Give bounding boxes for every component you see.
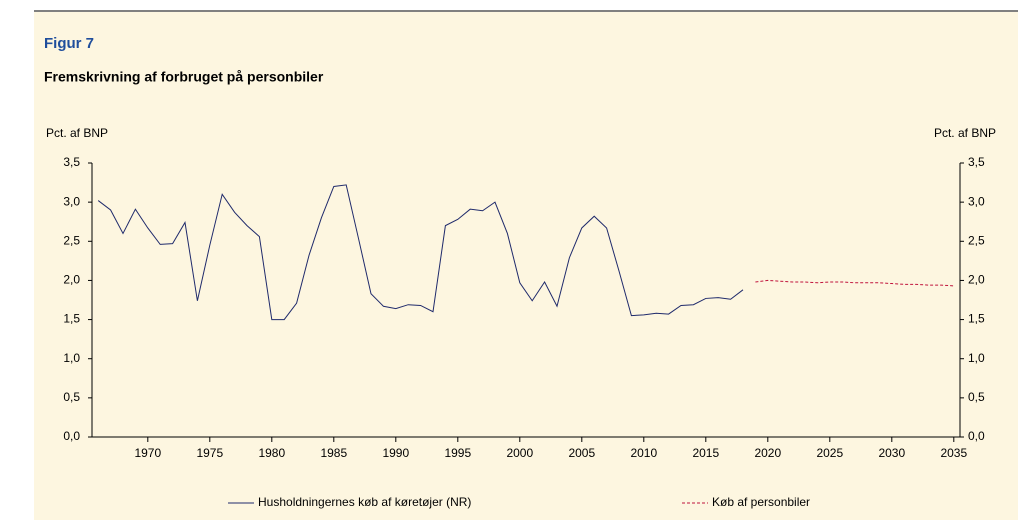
x-tick-label: 1970 <box>134 446 161 460</box>
legend-label: Køb af personbiler <box>712 495 810 509</box>
x-tick-label: 1990 <box>382 446 409 460</box>
x-tick-label: 2000 <box>506 446 533 460</box>
x-tick-label: 2015 <box>692 446 719 460</box>
y2-axis-label: Pct. af BNP <box>934 126 996 140</box>
x-tick-label: 1995 <box>444 446 471 460</box>
x-tick-label: 2035 <box>940 446 967 460</box>
y-axis-label: Pct. af BNP <box>46 126 108 140</box>
x-tick-label: 2020 <box>754 446 781 460</box>
y2-tick-label: 0,5 <box>968 390 985 404</box>
y-tick-label: 1,5 <box>63 312 80 326</box>
y-tick-label: 0,5 <box>63 390 80 404</box>
series-line <box>755 279 954 287</box>
y-tick-label: 0,0 <box>63 429 80 443</box>
y-tick-label: 3,0 <box>63 194 80 208</box>
y2-tick-label: 2,5 <box>968 233 985 247</box>
y-tick-label: 2,0 <box>63 273 80 287</box>
x-tick-label: 1980 <box>258 446 285 460</box>
x-tick-label: 2005 <box>568 446 595 460</box>
chart-title: Fremskrivning af forbruget på personbile… <box>44 69 324 85</box>
y2-tick-label: 1,0 <box>968 351 985 365</box>
figure-label: Figur 7 <box>44 35 94 52</box>
series-line <box>97 184 744 321</box>
x-tick-label: 2025 <box>816 446 843 460</box>
y2-tick-label: 0,0 <box>968 429 985 443</box>
y-tick-label: 2,5 <box>63 233 80 247</box>
x-tick-label: 2010 <box>630 446 657 460</box>
x-tick-label: 2030 <box>878 446 905 460</box>
x-tick-label: 1975 <box>196 446 223 460</box>
panel-bg <box>34 12 1018 520</box>
y-tick-label: 3,5 <box>63 155 80 169</box>
y-tick-label: 1,0 <box>63 351 80 365</box>
y2-tick-label: 2,0 <box>968 273 985 287</box>
y2-tick-label: 3,0 <box>968 194 985 208</box>
legend-label: Husholdningernes køb af køretøjer (NR) <box>258 495 471 509</box>
y2-tick-label: 1,5 <box>968 312 985 326</box>
x-tick-label: 1985 <box>320 446 347 460</box>
y2-tick-label: 3,5 <box>968 155 985 169</box>
